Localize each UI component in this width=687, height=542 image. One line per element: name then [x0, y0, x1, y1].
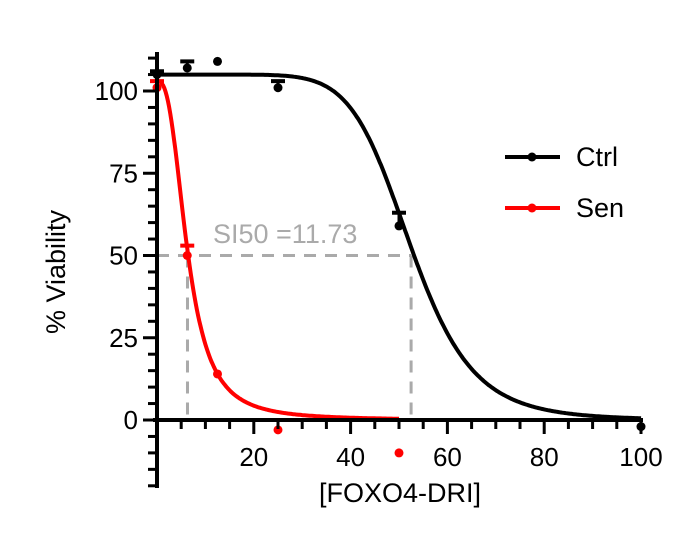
legend-marker-sen — [527, 203, 537, 213]
y-tick-label: 75 — [109, 158, 138, 188]
y-tick-label: 50 — [109, 241, 138, 271]
data-point-ctrl — [213, 56, 222, 66]
y-tick-label: 100 — [95, 76, 138, 106]
data-point-ctrl — [273, 83, 283, 93]
legend: Ctrl Sen — [505, 142, 624, 223]
fit-curve-sen — [156, 79, 399, 421]
x-tick-label: 20 — [239, 442, 268, 472]
legend-label-sen: Sen — [576, 193, 624, 223]
data-point-sen — [273, 425, 283, 435]
x-axis-label: [FOXO4-DRI] — [319, 478, 481, 508]
data-point-ctrl — [394, 221, 404, 231]
x-tick-label: 80 — [530, 442, 559, 472]
data-point-sen — [182, 251, 192, 260]
x-tick-label: 40 — [336, 442, 365, 472]
data-point-sen — [394, 448, 404, 458]
legend-marker-ctrl — [527, 152, 537, 162]
x-tick-label: 100 — [619, 442, 662, 472]
y-axis-label: % Viability — [41, 209, 71, 334]
y-tick-label: 0 — [124, 405, 138, 435]
data-point-sen — [213, 369, 222, 379]
data-point-ctrl — [182, 63, 192, 73]
annotation-si50: SI50 =11.73 — [213, 219, 357, 249]
x-tick-label: 60 — [433, 442, 462, 472]
legend-label-ctrl: Ctrl — [576, 142, 618, 172]
y-tick-label: 25 — [109, 323, 138, 353]
